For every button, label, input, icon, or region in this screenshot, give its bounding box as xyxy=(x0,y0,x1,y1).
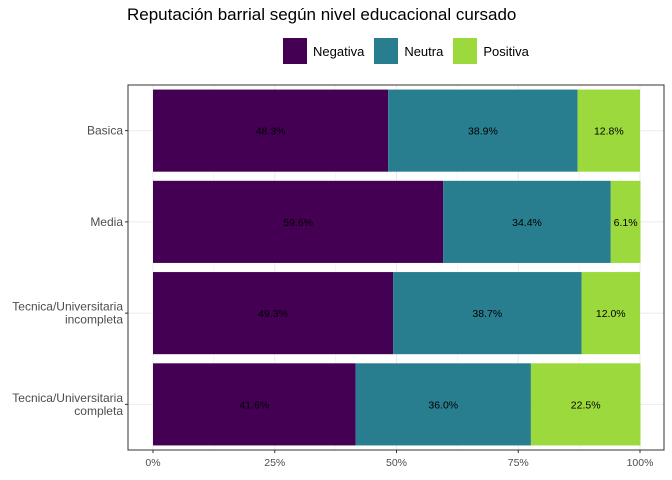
bar-label-neutra-3: 36.0% xyxy=(428,399,458,411)
legend-item-positiva: Positiva xyxy=(453,38,529,64)
chart-title: Reputación barrial según nivel educacion… xyxy=(127,5,517,24)
legend: Negativa Neutra Positiva xyxy=(283,38,539,64)
bar-negativa-1 xyxy=(153,180,444,263)
bar-label-positiva-3: 22.5% xyxy=(571,399,601,411)
bar-positiva-1 xyxy=(610,180,641,263)
bar-label-neutra-0: 38.9% xyxy=(468,126,498,138)
y-tick-label-line: Media xyxy=(90,215,123,229)
legend-item-neutra: Neutra xyxy=(374,38,443,64)
legend-key-neutra xyxy=(374,38,399,64)
bar-positiva-3 xyxy=(530,363,641,446)
bar-neutra-0 xyxy=(388,89,578,172)
legend-label-neutra: Neutra xyxy=(404,43,444,59)
bar-label-positiva-0: 12.8% xyxy=(594,126,624,138)
y-tick-label-line: Tecnica/Universitaria xyxy=(12,391,123,405)
bar-label-negativa-0: 48.3% xyxy=(256,126,286,138)
y-tick-label-line: Tecnica/Universitaria xyxy=(12,300,123,314)
y-tick-label-3: Tecnica/Universitaria completa xyxy=(12,391,123,418)
bar-neutra-2 xyxy=(393,272,582,355)
x-tick-label-1: 25% xyxy=(264,457,285,469)
y-tick-label-line: completa xyxy=(74,404,123,418)
bar-label-positiva-1: 6.1% xyxy=(614,217,638,229)
legend-item-negativa: Negativa xyxy=(283,38,364,64)
bar-positiva-2 xyxy=(581,272,640,355)
bar-label-positiva-2: 12.0% xyxy=(596,308,626,320)
bar-negativa-2 xyxy=(153,272,394,355)
bar-positiva-0 xyxy=(577,89,640,172)
bar-neutra-3 xyxy=(355,363,531,446)
x-tick-label-2: 50% xyxy=(386,457,407,469)
legend-key-positiva xyxy=(453,38,478,64)
y-tick-label-0: Basica xyxy=(87,124,123,138)
legend-label-negativa: Negativa xyxy=(313,43,365,59)
legend-label-positiva: Positiva xyxy=(483,43,529,59)
x-tick-label-0: 0% xyxy=(145,457,160,469)
bar-label-negativa-3: 41.6% xyxy=(239,399,269,411)
bar-label-neutra-2: 38.7% xyxy=(472,308,502,320)
x-tick-label-4: 100% xyxy=(627,457,654,469)
bar-label-negativa-1: 59.6% xyxy=(283,217,313,229)
bar-neutra-1 xyxy=(443,180,611,263)
y-tick-label-1: Media xyxy=(90,215,123,229)
bar-negativa-3 xyxy=(153,363,356,446)
x-tick-label-3: 75% xyxy=(508,457,529,469)
y-tick-label-2: Tecnica/Universitaria incompleta xyxy=(12,300,123,327)
bar-label-neutra-1: 34.4% xyxy=(512,217,542,229)
y-tick-label-line: Basica xyxy=(87,124,123,138)
bar-negativa-0 xyxy=(153,89,389,172)
legend-key-negativa xyxy=(283,38,307,64)
y-tick-label-line: incompleta xyxy=(65,313,123,327)
bar-label-negativa-2: 49.3% xyxy=(258,308,288,320)
